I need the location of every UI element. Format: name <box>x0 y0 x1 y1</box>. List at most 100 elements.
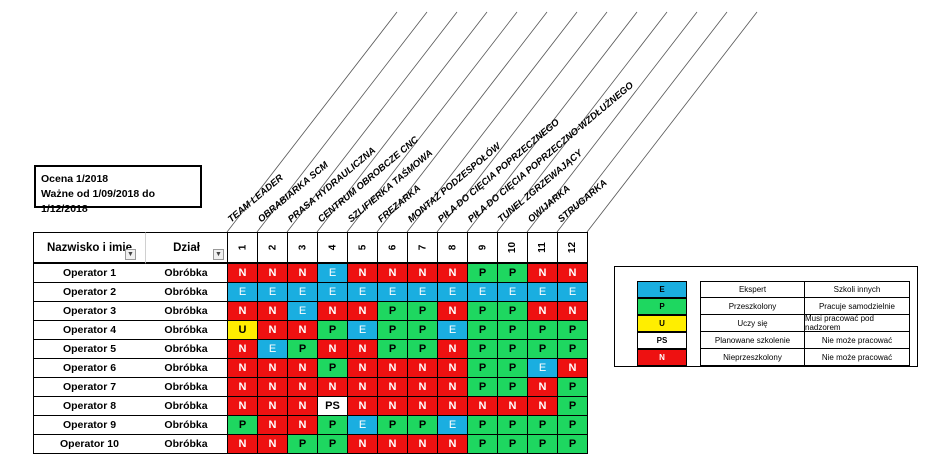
skill-cell: P <box>227 416 257 435</box>
skill-cell: P <box>497 321 527 340</box>
column-number: 8 <box>437 232 467 264</box>
skill-cell: E <box>437 283 467 302</box>
operator-name: Operator 1 <box>33 264 145 283</box>
skill-cell: E <box>437 416 467 435</box>
legend-note: Nie może pracować <box>805 349 910 366</box>
column-number: 7 <box>407 232 437 264</box>
header-divider-line <box>436 11 608 233</box>
skill-cell: N <box>527 264 557 283</box>
column-number: 11 <box>527 232 557 264</box>
skill-cell: N <box>437 435 467 454</box>
legend: E Ekspert Szkoli innych P Przeszkolony Pracuj… <box>614 266 918 367</box>
skill-cell: N <box>407 435 437 454</box>
skill-cell: E <box>227 283 257 302</box>
operator-name: Operator 8 <box>33 397 145 416</box>
skill-cell: P <box>497 416 527 435</box>
skill-cell: P <box>467 359 497 378</box>
skill-cell: N <box>257 321 287 340</box>
skill-cell: N <box>227 397 257 416</box>
skill-cell: N <box>557 302 587 321</box>
grid-right-border <box>587 232 588 454</box>
skill-cell: N <box>437 264 467 283</box>
skill-cell: P <box>467 302 497 321</box>
skill-cell: P <box>377 340 407 359</box>
skill-cell: E <box>407 283 437 302</box>
legend-swatch: PS <box>637 332 687 349</box>
skill-cell: P <box>467 340 497 359</box>
name-filter-dropdown[interactable]: ▼ <box>125 249 136 260</box>
skill-cell: N <box>347 378 377 397</box>
skill-cell: N <box>317 378 347 397</box>
column-number: 5 <box>347 232 377 264</box>
skill-cell: P <box>557 435 587 454</box>
skill-cell: E <box>257 283 287 302</box>
skill-cell: N <box>347 359 377 378</box>
assessment-title: Ocena 1/2018 <box>41 173 109 185</box>
skill-cell: N <box>437 378 467 397</box>
skill-cell: P <box>497 340 527 359</box>
skill-cell: N <box>407 264 437 283</box>
skill-cell: P <box>467 378 497 397</box>
skill-cell: P <box>407 340 437 359</box>
skill-cell: E <box>527 283 557 302</box>
header-divider-line <box>466 11 638 233</box>
skill-cell: N <box>257 397 287 416</box>
header-divider-line <box>256 11 428 233</box>
skill-cell: E <box>497 283 527 302</box>
dept-filter-dropdown[interactable]: ▼ <box>213 249 224 260</box>
skill-cell: P <box>557 397 587 416</box>
skill-cell: E <box>317 283 347 302</box>
header-divider-line <box>346 11 518 233</box>
header-dept: Dział <box>145 232 227 264</box>
skill-cell: E <box>347 416 377 435</box>
skill-cell: N <box>227 435 257 454</box>
skill-cell: P <box>377 321 407 340</box>
header-divider-line <box>316 11 488 233</box>
header-divider-line <box>556 11 728 233</box>
skill-cell: N <box>287 321 317 340</box>
skill-cell: P <box>377 302 407 321</box>
skill-cell: N <box>227 302 257 321</box>
skill-cell: E <box>527 359 557 378</box>
skill-cell: P <box>527 416 557 435</box>
skill-cell: P <box>407 302 437 321</box>
column-number: 2 <box>257 232 287 264</box>
skill-cell: N <box>437 340 467 359</box>
column-number: 1 <box>227 232 257 264</box>
skill-cell: N <box>407 378 437 397</box>
skill-cell: N <box>287 359 317 378</box>
skill-cell: N <box>287 397 317 416</box>
header-divider-line <box>586 11 758 233</box>
legend-description: Uczy się <box>700 315 805 332</box>
operator-dept: Obróbka <box>145 283 227 302</box>
legend-swatch: P <box>637 298 687 315</box>
skill-cell: E <box>317 264 347 283</box>
operator-dept: Obróbka <box>145 435 227 454</box>
skill-cell: N <box>557 264 587 283</box>
operator-name: Operator 6 <box>33 359 145 378</box>
skill-cell: PS <box>317 397 347 416</box>
skill-cell: P <box>557 321 587 340</box>
skill-cell: N <box>227 378 257 397</box>
column-number: 9 <box>467 232 497 264</box>
skill-cell: E <box>377 283 407 302</box>
header-divider-line <box>376 11 548 233</box>
legend-swatch: E <box>637 281 687 298</box>
skill-cell: P <box>317 416 347 435</box>
skill-cell: E <box>347 283 377 302</box>
header-divider-line <box>286 11 458 233</box>
skill-cell: P <box>287 340 317 359</box>
header-name-label: Nazwisko i imię <box>46 241 132 254</box>
skill-cell: E <box>257 340 287 359</box>
skill-cell: N <box>497 397 527 416</box>
skill-cell: N <box>527 302 557 321</box>
skill-cell: N <box>467 397 497 416</box>
skill-cell: E <box>287 302 317 321</box>
skill-cell: N <box>377 435 407 454</box>
skill-cell: P <box>557 416 587 435</box>
skill-cell: N <box>557 359 587 378</box>
skill-cell: P <box>527 340 557 359</box>
skill-cell: P <box>407 321 437 340</box>
skill-cell: N <box>257 359 287 378</box>
header-divider-line <box>406 11 578 233</box>
